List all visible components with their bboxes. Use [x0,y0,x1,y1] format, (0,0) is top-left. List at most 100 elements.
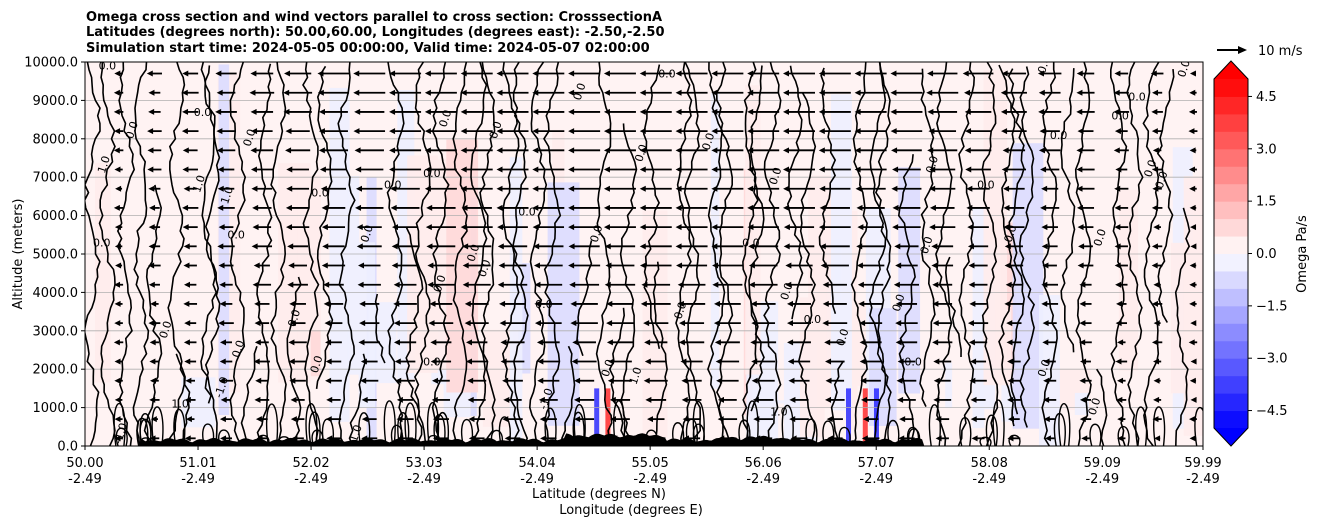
wind-vector [461,204,492,211]
wind-vector-head [969,300,976,307]
wind-vector-head [1189,147,1196,154]
wind-vector [285,128,310,135]
wind-vector-head [856,262,863,269]
wind-vector-head [424,185,431,192]
wind-vector [148,281,160,288]
wind-vector-head [215,70,222,77]
wind-vector-head [967,243,974,250]
wind-vector-head [219,416,226,423]
x-tick-label-latitude: 54.04 [519,456,556,471]
wind-vector-head [461,204,468,211]
wind-vector-head [639,224,646,231]
wind-vector-head [114,243,121,250]
wind-vector-head [639,70,646,77]
wind-vector [1154,435,1161,442]
wind-vector-head [496,147,503,154]
contour-label: 0.0 [194,106,212,119]
wind-vector-head [113,108,120,115]
wind-vector [215,108,237,115]
wind-vector [149,358,160,365]
wind-vector-head [965,166,972,173]
wind-vector [859,320,883,327]
wind-vector-head [431,396,438,403]
wind-vector-head [785,262,792,269]
wind-vector-head [318,128,325,135]
wind-vector-head [149,339,156,346]
wind-vector [498,262,527,269]
wind-vector-head [854,128,861,135]
wind-vector [185,377,196,384]
contour-label: 0.0 [1086,396,1104,417]
wind-vector [966,185,990,192]
y-tick-label: 3000.0 [33,324,79,339]
wind-vector [855,185,886,192]
wind-vector-head [789,396,796,403]
wind-vector-head [818,70,825,77]
wind-vector-head [289,300,296,307]
wind-vector-head [1041,185,1048,192]
wind-vector-head [713,320,720,327]
contour-line [431,62,450,446]
wind-vector [318,128,348,135]
wind-vector [1043,416,1056,423]
wind-vector [1041,243,1058,250]
wind-vector [218,320,234,327]
contour-label: 0.0 [1035,54,1053,75]
wind-vector [358,262,381,269]
wind-vector [857,224,884,231]
contour-label: 0.0 [487,120,505,141]
wind-vector [361,416,377,423]
wind-vector [861,435,880,442]
wind-vector-head [182,166,189,173]
wind-vector [1113,147,1129,154]
wind-vector-head [467,396,474,403]
wind-vector [603,147,636,154]
wind-vector [789,416,809,423]
wind-vector [1115,320,1127,327]
wind-vector-head [606,339,613,346]
wind-vector [827,435,843,442]
wind-vector [183,243,197,250]
wind-vector [712,281,743,288]
contour-line [868,62,887,446]
y-tick-label: 8000.0 [33,132,79,147]
wind-vector [1079,339,1092,346]
wind-vector-head [1006,339,1013,346]
wind-vector-head [931,262,938,269]
wind-vector-head [183,262,190,269]
wind-vector [319,166,347,173]
wind-vector-head [150,416,157,423]
wind-vector [711,243,744,250]
contour-loop [573,403,586,446]
wind-vector [1076,166,1095,173]
x-tick-label-latitude: 56.06 [745,456,782,471]
contour-line [608,307,627,446]
wind-vector-head [499,320,506,327]
wind-vector-head [818,89,825,96]
wind-vector [218,377,234,384]
y-tick-label: 0.0 [57,440,78,455]
wind-vector [468,416,485,423]
wind-vector-head [1114,204,1121,211]
contour-loop [136,417,149,446]
wind-vector [822,300,847,307]
wind-vector-head [681,377,688,384]
wind-vector [931,243,954,250]
contour-label: 1.0 [627,365,645,386]
wind-vector-head [1043,396,1050,403]
omega-patch [1001,352,1013,422]
wind-vector-head [818,166,825,173]
wind-vector-head [933,358,940,365]
omega-patch [898,167,921,394]
wind-vector [251,185,273,192]
colorbar-segment [1214,79,1248,97]
quiver-key-arrow-head [1238,46,1247,54]
contour-label: 0.0 [1175,58,1193,79]
wind-vector [499,300,526,307]
wind-vector-head [1190,320,1197,327]
wind-vector [114,358,123,365]
wind-vector-head [862,416,869,423]
contour-loop [887,419,900,446]
contour-label: 0.0 [1002,223,1020,244]
wind-vector [253,262,270,269]
